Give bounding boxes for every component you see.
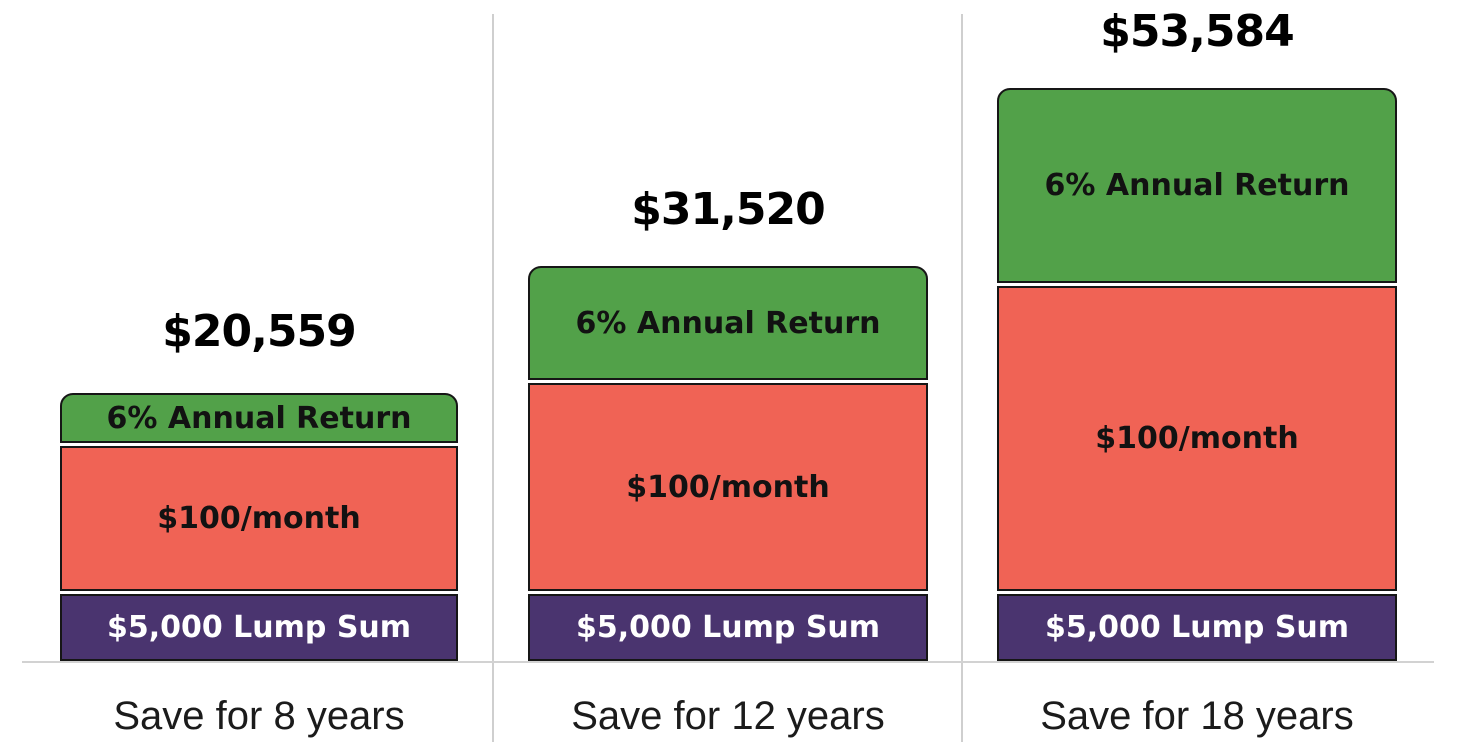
column-divider-2 (961, 14, 963, 742)
bar1-lump-sum-label: $5,000 Lump Sum (106, 610, 412, 645)
bar3-total-label: $53,584 (1100, 6, 1294, 57)
bar2-segment-monthly-contribution: $100/month (528, 383, 928, 591)
bar1-segment-lump-sum: $5,000 Lump Sum (60, 594, 458, 661)
bar2-lump-sum-label: $5,000 Lump Sum (575, 610, 881, 645)
bar3-monthly-label: $100/month (1095, 421, 1299, 456)
bar1-segment-monthly-contribution: $100/month (60, 446, 458, 591)
column-divider-1 (492, 14, 494, 742)
bar3-lump-sum-label: $5,000 Lump Sum (1044, 610, 1350, 645)
bar3-segment-monthly-contribution: $100/month (997, 286, 1397, 591)
bar2-segment-annual-return: 6% Annual Return (528, 266, 928, 380)
bar3-segment-lump-sum: $5,000 Lump Sum (997, 594, 1397, 661)
bar3-annual-return-label: 6% Annual Return (1044, 168, 1350, 203)
bar2-category-label: Save for 12 years (571, 694, 885, 738)
bar1-annual-return-label: 6% Annual Return (106, 400, 412, 436)
bar1-category-label: Save for 8 years (113, 694, 405, 738)
bar2-total-label: $31,520 (631, 184, 825, 235)
bar1-segment-annual-return: 6% Annual Return (60, 393, 458, 443)
bar2-segment-lump-sum: $5,000 Lump Sum (528, 594, 928, 661)
bar3-category-label: Save for 18 years (1040, 694, 1354, 738)
bar1-monthly-label: $100/month (157, 501, 361, 536)
x-axis-baseline (22, 661, 1434, 663)
bar2-annual-return-label: 6% Annual Return (575, 305, 881, 341)
bar1-total-label: $20,559 (162, 306, 356, 357)
bar2-monthly-label: $100/month (626, 469, 830, 505)
bar3-segment-annual-return: 6% Annual Return (997, 88, 1397, 283)
